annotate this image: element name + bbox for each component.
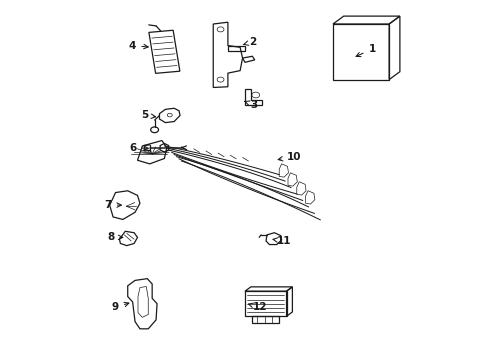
Text: 11: 11	[273, 236, 292, 246]
Text: 10: 10	[278, 152, 301, 162]
Bar	[252, 316, 279, 323]
Text: 5: 5	[141, 111, 156, 121]
Text: 3: 3	[245, 100, 257, 110]
Text: 2: 2	[243, 37, 256, 47]
Text: 8: 8	[107, 232, 123, 242]
Text: 12: 12	[248, 302, 267, 312]
Bar	[245, 291, 287, 316]
Text: 6: 6	[129, 143, 148, 153]
Text: 1: 1	[356, 44, 376, 57]
Text: 7: 7	[104, 200, 122, 210]
Bar	[333, 24, 389, 80]
Text: 4: 4	[129, 41, 148, 50]
Text: 9: 9	[112, 302, 129, 312]
